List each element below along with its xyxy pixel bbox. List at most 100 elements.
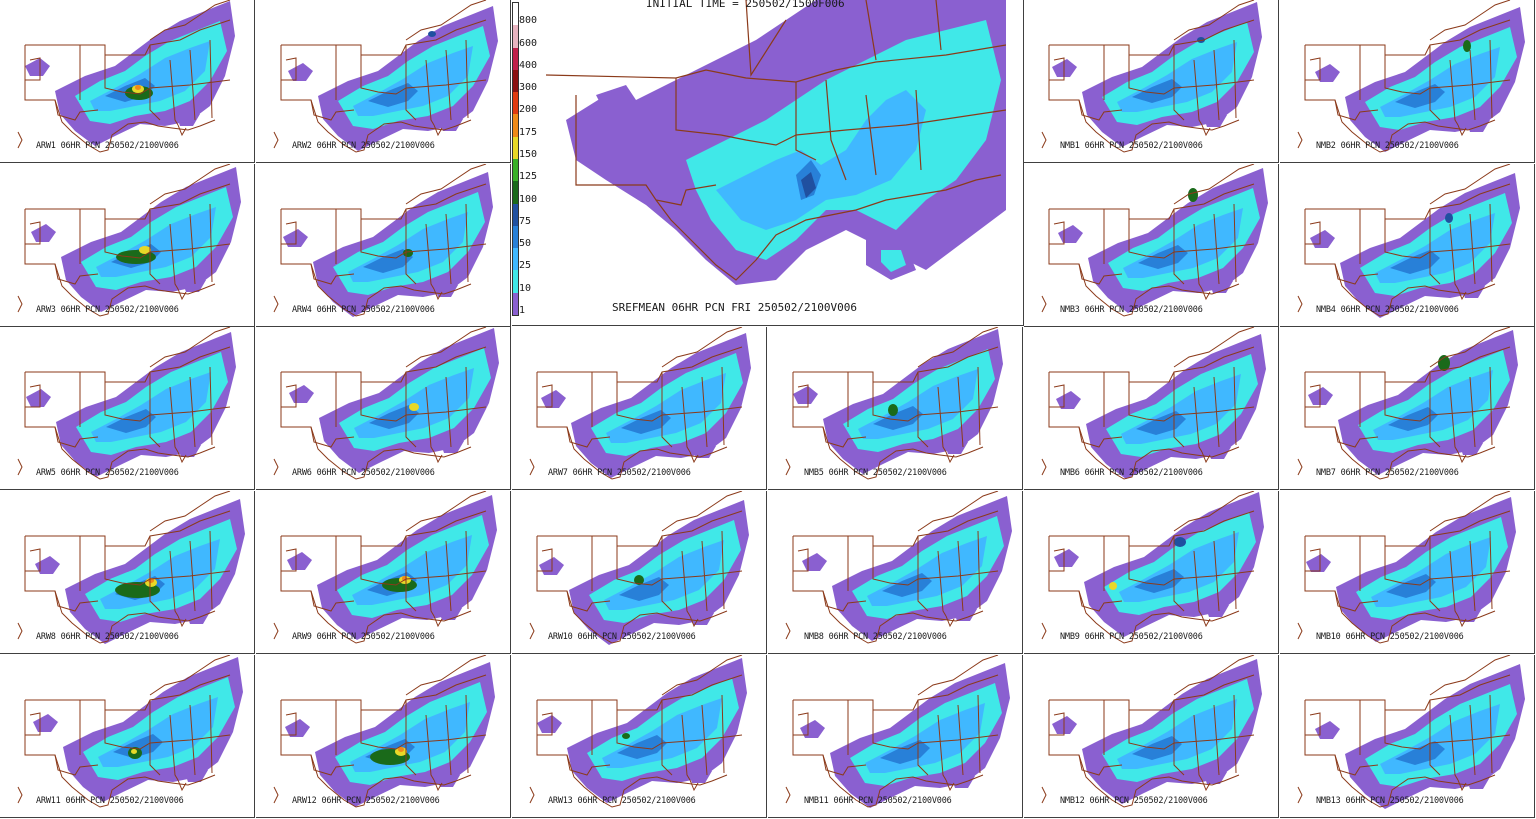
precip-map [529,491,749,645]
precip-colorbar: 800 600 400 300 200 175 150 125 100 75 50 25 10 1 [512,2,546,316]
ensemble-panel: ARW5 06HR PCN 250502/2100V006 [0,327,255,490]
colorbar-label: 125 [519,171,538,183]
precip-map [1297,0,1525,153]
srefmean-label: SREFMEAN 06HR PCN FRI 250502/2100V006 [612,301,858,314]
panel-label: ARW11 06HR PCN 250502/2100V006 [36,796,184,806]
srefmean-panel: 800 600 400 300 200 175 150 125 100 75 50 25 10 1 INI… [512,0,1024,326]
ensemble-panel: NMB9 06HR PCN 250502/2100V006 [1024,491,1279,654]
colorbar-label: 800 [519,15,538,27]
colorbar-swatch [513,203,518,226]
colorbar-label: 175 [519,126,538,138]
panel-label: NMB13 06HR PCN 250502/2100V006 [1316,796,1464,806]
colorbar-swatch [513,92,518,115]
ensemble-panel: NMB2 06HR PCN 250502/2100V006 [1280,0,1535,163]
ensemble-panel: NMB11 06HR PCN 250502/2100V006 [768,655,1023,818]
ensemble-panel: ARW13 06HR PCN 250502/2100V006 [512,655,767,818]
colorbar-label: 10 [519,282,532,294]
panel-label: ARW6 06HR PCN 250502/2100V006 [292,468,435,478]
ensemble-panel: ARW12 06HR PCN 250502/2100V006 [256,655,511,818]
ensemble-panel: ARW9 06HR PCN 250502/2100V006 [256,491,511,654]
srefmean-precip-map [546,0,1006,285]
precip-map [785,327,1003,480]
panel-label: ARW13 06HR PCN 250502/2100V006 [548,796,696,806]
ensemble-panel: NMB7 06HR PCN 250502/2100V006 [1280,327,1535,490]
panel-label: ARW3 06HR PCN 250502/2100V006 [36,305,179,315]
colorbar-swatch [513,248,518,271]
panel-label: NMB6 06HR PCN 250502/2100V006 [1060,468,1203,478]
precip-map [273,491,497,644]
ensemble-panel: ARW8 06HR PCN 250502/2100V006 [0,491,255,654]
panel-label: NMB9 06HR PCN 250502/2100V006 [1060,632,1203,642]
panel-label: NMB1 06HR PCN 250502/2100V006 [1060,141,1203,151]
panel-label: ARW7 06HR PCN 250502/2100V006 [548,468,691,478]
panel-label: NMB12 06HR PCN 250502/2100V006 [1060,796,1208,806]
precip-map [273,655,495,808]
precip-map [17,655,243,808]
ensemble-panel: NMB3 06HR PCN 250502/2100V006 [1024,164,1279,327]
ensemble-panel: ARW6 06HR PCN 250502/2100V006 [256,327,511,490]
precip-map [17,491,245,644]
ensemble-panel: NMB6 06HR PCN 250502/2100V006 [1024,327,1279,490]
colorbar-swatch [513,159,518,182]
ensemble-panel: NMB12 06HR PCN 250502/2100V006 [1024,655,1279,818]
panel-label: ARW1 06HR PCN 250502/2100V006 [36,141,179,151]
precip-map [1297,491,1516,644]
colorbar-label: 200 [519,104,538,116]
ensemble-panel: ARW7 06HR PCN 250502/2100V006 [512,327,767,490]
panel-label: ARW8 06HR PCN 250502/2100V006 [36,632,179,642]
precip-map [17,327,236,480]
precip-map [273,327,499,480]
colorbar-label: 50 [519,238,532,250]
precip-map [273,0,498,153]
panel-label: ARW12 06HR PCN 250502/2100V006 [292,796,440,806]
ensemble-panel: NMB1 06HR PCN 250502/2100V006 [1024,0,1279,163]
panel-label: NMB2 06HR PCN 250502/2100V006 [1316,141,1459,151]
precip-map [1297,327,1518,480]
precip-map [273,164,493,317]
colorbar-swatch [513,181,518,204]
panel-label: NMB4 06HR PCN 250502/2100V006 [1316,305,1459,315]
precip-map [1041,491,1264,644]
panel-label: ARW2 06HR PCN 250502/2100V006 [292,141,435,151]
panel-label: ARW9 06HR PCN 250502/2100V006 [292,632,435,642]
colorbar-swatch [513,136,518,159]
ensemble-panel: NMB5 06HR PCN 250502/2100V006 [768,327,1023,490]
colorbar-label: 25 [519,260,532,272]
colorbar-label: 300 [519,82,538,94]
panel-label: ARW4 06HR PCN 250502/2100V006 [292,305,435,315]
precip-map [529,327,751,480]
precip-map [785,655,1010,808]
precip-map [1297,164,1520,318]
panel-label: NMB11 06HR PCN 250502/2100V006 [804,796,952,806]
precip-map [1041,0,1262,153]
ensemble-panel: ARW10 06HR PCN 250502/2100V006 [512,491,767,654]
colorbar-label: 150 [519,149,538,160]
ensemble-panel: ARW4 06HR PCN 250502/2100V006 [256,164,511,327]
ensemble-panel: ARW11 06HR PCN 250502/2100V006 [0,655,255,818]
colorbar-swatch [513,3,518,26]
precip-map [529,655,747,808]
precip-map [1041,327,1266,480]
ensemble-panel: NMB4 06HR PCN 250502/2100V006 [1280,164,1535,327]
panel-label: NMB7 06HR PCN 250502/2100V006 [1316,468,1459,478]
precip-map [785,491,1012,644]
panel-label: NMB5 06HR PCN 250502/2100V006 [804,468,947,478]
ensemble-panel: ARW1 06HR PCN 250502/2100V006 [0,0,255,163]
ensemble-panel: NMB8 06HR PCN 250502/2100V006 [768,491,1023,654]
precip-map [17,164,241,317]
colorbar-label: 400 [519,59,538,71]
colorbar-swatches [512,2,519,316]
panel-label: NMB3 06HR PCN 250502/2100V006 [1060,305,1203,315]
colorbar-swatch [513,225,518,249]
panel-label: ARW10 06HR PCN 250502/2100V006 [548,632,696,642]
colorbar-label: 600 [519,37,538,49]
panel-label: ARW5 06HR PCN 250502/2100V006 [36,468,179,478]
panel-label: NMB8 06HR PCN 250502/2100V006 [804,632,947,642]
ensemble-panel: ARW3 06HR PCN 250502/2100V006 [0,164,255,327]
colorbar-swatch [513,25,518,48]
precip-map [1041,655,1262,808]
ensemble-panel: ARW2 06HR PCN 250502/2100V006 [256,0,511,163]
colorbar-swatch [513,69,518,93]
panel-label: NMB10 06HR PCN 250502/2100V006 [1316,632,1464,642]
colorbar-label: 75 [519,215,532,227]
